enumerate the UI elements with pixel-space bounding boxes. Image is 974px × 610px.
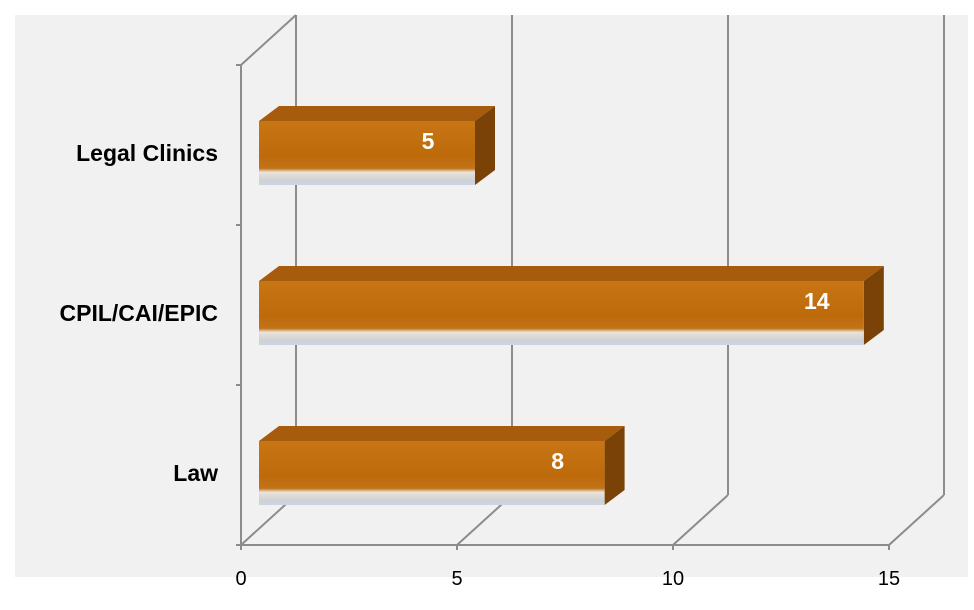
category-label: Law	[173, 460, 218, 486]
data-label: 14	[804, 288, 830, 314]
data-label: 8	[551, 448, 564, 474]
bar	[259, 441, 605, 505]
x-tick-label: 0	[235, 568, 246, 590]
bar-top-face	[259, 266, 884, 281]
x-tick-label: 10	[662, 568, 684, 590]
bar-side-face	[475, 106, 495, 185]
bar-side-face	[863, 266, 884, 345]
x-tick-label: 5	[451, 568, 462, 590]
x-tick-label: 15	[878, 568, 900, 590]
bar-top-face	[259, 106, 495, 121]
category-label: Legal Clinics	[76, 140, 218, 166]
bar-bottom-edge	[259, 182, 475, 185]
bar	[259, 121, 475, 185]
bar-top-face	[259, 426, 625, 441]
bar-bottom-edge	[259, 502, 605, 505]
bar	[259, 281, 864, 345]
category-label: CPIL/CAI/EPIC	[60, 300, 218, 326]
top-depth-line	[240, 14, 297, 66]
data-label: 5	[422, 128, 435, 154]
bar-side-face	[604, 426, 625, 505]
floor-depth-line	[888, 494, 945, 546]
bar-bottom-edge	[259, 342, 864, 345]
floor-depth-line	[672, 494, 729, 546]
